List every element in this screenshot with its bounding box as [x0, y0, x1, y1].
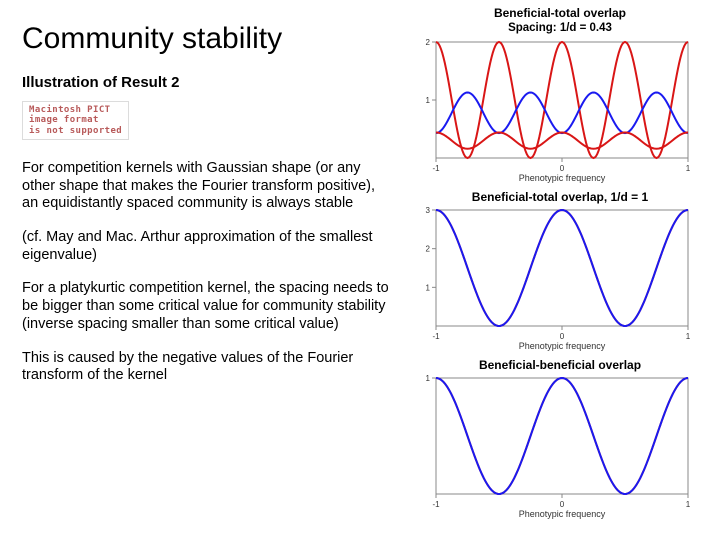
svg-text:1: 1	[686, 332, 691, 341]
subtitle: Illustration of Result 2	[22, 74, 398, 91]
chart2: 1 2 3 -1 0 1 Phenotypic frequency	[408, 204, 698, 352]
svg-text:3: 3	[426, 206, 431, 215]
chart2-header: Beneficial-total overlap, 1/d = 1	[408, 190, 712, 204]
chart1: 1 2 -1 0 1 Phenotypic frequency	[408, 36, 698, 184]
paragraph-4: This is caused by the negative values of…	[22, 350, 392, 385]
chart1-header: Beneficial-total overlap	[408, 6, 712, 20]
svg-text:1: 1	[686, 500, 691, 509]
svg-text:1: 1	[686, 164, 691, 173]
chart1-sub: Spacing: 1/d = 0.43	[408, 22, 712, 34]
pict-l1: Macintosh PICT	[29, 105, 122, 115]
chart3: 1 -1 0 1 Phenotypic frequency	[408, 372, 698, 520]
svg-text:0: 0	[560, 332, 565, 341]
chart3-header: Beneficial-beneficial overlap	[408, 358, 712, 372]
svg-text:0: 0	[560, 164, 565, 173]
page-title: Community stability	[22, 22, 398, 56]
paragraph-1: For competition kernels with Gaussian sh…	[22, 160, 392, 213]
svg-text:1: 1	[426, 96, 431, 105]
svg-text:Phenotypic frequency: Phenotypic frequency	[519, 173, 606, 183]
paragraph-2: (cf. May and Mac. Arthur approximation o…	[22, 229, 392, 264]
svg-text:2: 2	[426, 245, 431, 254]
svg-text:Phenotypic frequency: Phenotypic frequency	[519, 509, 606, 519]
svg-text:1: 1	[426, 283, 431, 292]
svg-text:0: 0	[560, 500, 565, 509]
paragraph-3: For a platykurtic competition kernel, th…	[22, 280, 392, 333]
svg-text:2: 2	[426, 38, 431, 47]
svg-text:-1: -1	[432, 164, 440, 173]
svg-text:-1: -1	[432, 332, 440, 341]
pict-placeholder: Macintosh PICT image format is not suppo…	[22, 101, 129, 140]
svg-text:Phenotypic frequency: Phenotypic frequency	[519, 341, 606, 351]
pict-l3: is not supported	[29, 126, 122, 136]
pict-l2: image format	[29, 115, 122, 125]
svg-text:-1: -1	[432, 500, 440, 509]
svg-text:1: 1	[426, 374, 431, 383]
